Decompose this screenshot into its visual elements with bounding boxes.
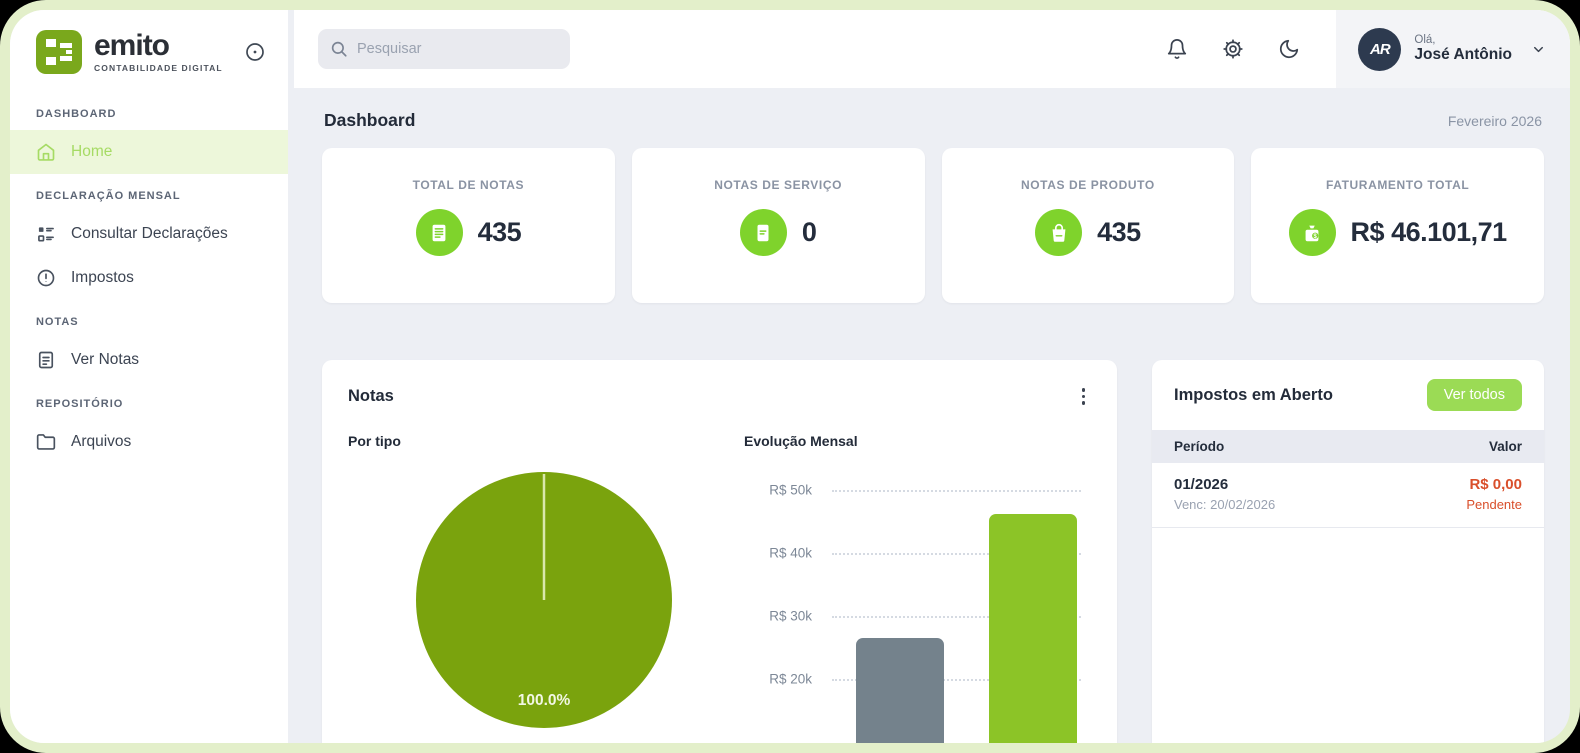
- emito-logo-icon: [36, 30, 82, 74]
- checklist-icon: [38, 227, 54, 242]
- pie-chart-title: Por tipo: [348, 432, 401, 449]
- ver-todos-button[interactable]: Ver todos: [1426, 379, 1522, 411]
- alert-circle-icon: [37, 269, 55, 287]
- stat-card-faturamento: FATURAMENTO TOTAL $ R$ 46.101,71: [1251, 148, 1544, 303]
- sidebar-item-ver-notas[interactable]: Ver Notas: [10, 338, 288, 382]
- section-declaracao-mensal: DECLARAÇÃO MENSAL: [36, 190, 181, 202]
- product-bag-icon: [1035, 209, 1083, 256]
- document-icon: [38, 351, 54, 369]
- main-area: AR Olá, José Antônio Dashboard Fevereiro…: [288, 10, 1570, 743]
- sidebar-item-impostos[interactable]: Impostos: [10, 256, 288, 300]
- notifications-bell-icon[interactable]: [1166, 38, 1188, 60]
- pie-chart-section: Por tipo 100.0%: [348, 433, 740, 744]
- evolucao-mensal-plot: R$ 50k R$ 40k R$ 30k R$ 20k: [740, 463, 1091, 743]
- search-box[interactable]: [318, 29, 570, 69]
- svg-text:100.0%: 100.0%: [518, 692, 571, 709]
- ytick-30k: R$ 30k: [769, 608, 812, 623]
- user-name: José Antônio: [1414, 46, 1512, 63]
- app-window: emito CONTABILIDADE DIGITAL DASHBOARD Ho…: [10, 10, 1570, 743]
- money-bag-icon: $: [1288, 209, 1336, 256]
- bar-previous-month: [856, 637, 944, 743]
- stat-card-notas-produto: NOTAS DE PRODUTO 435: [941, 148, 1235, 303]
- section-dashboard: DASHBOARD: [36, 108, 117, 120]
- notas-panel: Notas Por tipo 100.0%: [322, 360, 1117, 743]
- stat-card-notas-servico: NOTAS DE SERVIÇO 0: [631, 148, 925, 303]
- folder-icon: [36, 434, 56, 450]
- bar-chart-section: Evolução Mensal R$ 50k R$ 40k R$ 30k R$ …: [740, 432, 1091, 743]
- service-note-icon: [739, 209, 787, 256]
- bar-chart-title: Evolução Mensal: [744, 432, 858, 449]
- sidebar-item-home[interactable]: Home: [10, 130, 288, 174]
- svg-text:$: $: [1314, 233, 1318, 239]
- avatar: AR: [1358, 27, 1402, 71]
- search-input[interactable]: [357, 41, 558, 57]
- imposto-row[interactable]: 01/2026 Venc: 20/02/2026 R$ 0,00 Pendent…: [1152, 463, 1544, 528]
- notas-title: Notas: [348, 386, 394, 405]
- col-periodo: Período: [1174, 439, 1225, 454]
- ytick-50k: R$ 50k: [769, 482, 812, 497]
- sidebar: emito CONTABILIDADE DIGITAL DASHBOARD Ho…: [10, 10, 288, 743]
- dashboard-content: Dashboard Fevereiro 2026 TOTAL DE NOTAS …: [294, 88, 1570, 743]
- bar-current-month: [989, 514, 1077, 743]
- imposto-value: R$ 0,00: [1469, 476, 1522, 493]
- imposto-period: 01/2026: [1174, 476, 1229, 493]
- chevron-down-icon: [1531, 42, 1546, 57]
- ytick-40k: R$ 40k: [769, 545, 812, 560]
- stats-row: TOTAL DE NOTAS 435 NOTAS DE SERVIÇO: [322, 148, 1544, 303]
- imposto-status-badge: Pendente: [1466, 497, 1522, 512]
- user-menu[interactable]: AR Olá, José Antônio: [1336, 10, 1570, 88]
- col-valor: Valor: [1488, 439, 1522, 454]
- home-icon: [37, 143, 55, 161]
- section-repositorio: REPOSITÓRIO: [36, 398, 124, 410]
- page-title: Dashboard: [324, 110, 416, 130]
- logo: emito CONTABILIDADE DIGITAL: [10, 30, 288, 92]
- search-icon: [331, 41, 347, 57]
- period-label: Fevereiro 2026: [1447, 112, 1542, 129]
- user-greeting: Olá,: [1414, 34, 1436, 46]
- dark-mode-moon-icon[interactable]: [1278, 38, 1300, 60]
- sidebar-collapse-icon[interactable]: [244, 41, 266, 63]
- impostos-title: Impostos em Aberto: [1174, 385, 1333, 404]
- brand-tagline: CONTABILIDADE DIGITAL: [94, 63, 223, 73]
- kebab-menu-icon[interactable]: [1076, 384, 1092, 409]
- invoice-list-icon: [415, 209, 463, 256]
- impostos-panel: Impostos em Aberto Ver todos Período Val…: [1152, 360, 1544, 743]
- sidebar-item-consultar-declaracoes[interactable]: Consultar Declarações: [10, 212, 288, 256]
- stat-card-total-notas: TOTAL DE NOTAS 435: [322, 148, 615, 303]
- impostos-table-header: Período Valor: [1152, 430, 1544, 463]
- imposto-due-date: Venc: 20/02/2026: [1174, 497, 1276, 512]
- section-notas: NOTAS: [36, 316, 79, 328]
- topbar: AR Olá, José Antônio: [294, 10, 1570, 88]
- sidebar-item-arquivos[interactable]: Arquivos: [10, 420, 288, 464]
- ytick-20k: R$ 20k: [769, 671, 812, 686]
- brand-name: emito: [94, 29, 170, 62]
- settings-gear-icon[interactable]: [1222, 38, 1244, 60]
- por-tipo-pie-chart: 100.0%: [416, 471, 672, 728]
